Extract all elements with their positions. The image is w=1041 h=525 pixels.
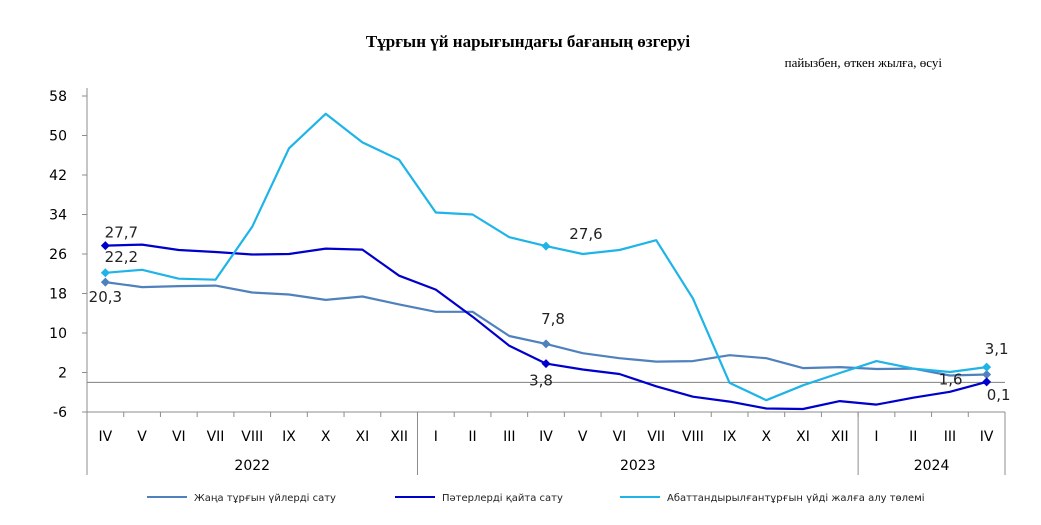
series-line	[105, 112, 987, 402]
series-marker	[541, 241, 551, 251]
x-tick-label: V	[578, 429, 588, 445]
x-tick-label: III	[503, 429, 515, 445]
x-tick-label: V	[137, 429, 147, 445]
x-tick-label: II	[909, 429, 917, 445]
legend-label: Абаттандырылғантұрғын үйді жалға алу төл…	[667, 492, 925, 504]
y-tick-label: 26	[49, 247, 67, 263]
data-label: 27,6	[569, 225, 602, 243]
year-label: 2022	[234, 458, 270, 474]
data-label: 0,1	[987, 386, 1011, 404]
series-marker	[982, 377, 992, 387]
data-label: 22,2	[105, 248, 138, 266]
series-lines	[100, 112, 992, 411]
x-tick-label: III	[944, 429, 956, 445]
data-label: 1,6	[939, 370, 963, 388]
legend: Жаңа тұрғын үйлерді сату Пәтерлерді қайта…	[147, 492, 925, 504]
chart-subtitle: пайызбен, өткен жылға, өсуі	[785, 55, 943, 70]
x-tick-label: VII	[207, 429, 225, 445]
series-marker	[100, 268, 110, 278]
legend-label: Жаңа тұрғын үйлерді сату	[194, 492, 336, 504]
x-tick-label: X	[321, 429, 331, 445]
y-tick-label: 34	[49, 208, 67, 224]
series-marker	[100, 277, 110, 287]
data-label: 27,7	[105, 224, 138, 242]
y-tick-label: 58	[49, 89, 67, 105]
data-label: 3,1	[985, 340, 1009, 358]
x-tick-label: XII	[831, 429, 849, 445]
x-tick-label: XI	[796, 429, 810, 445]
x-tick-label: IX	[282, 429, 296, 445]
y-tick-label: 42	[49, 168, 67, 184]
x-tick-label: XI	[356, 429, 370, 445]
x-tick-label: VI	[613, 429, 627, 445]
x-tick-label: X	[762, 429, 772, 445]
series-marker	[541, 359, 551, 369]
x-tick-label: VIII	[241, 429, 263, 445]
x-tick-label: IV	[539, 429, 553, 445]
x-tick-label: IV	[980, 429, 994, 445]
x-tick-label: I	[434, 429, 438, 445]
y-tick-label: 18	[49, 287, 67, 303]
data-labels: 20,3 7,8 1,6 27,7 3,8 0,1 22,2 27,6 3,1	[89, 224, 1011, 404]
chart-title: Тұрғын үй нарығындағы бағаның өзгеруі	[366, 32, 690, 51]
y-tick-label: 2	[58, 366, 67, 382]
data-label: 7,8	[541, 310, 565, 328]
x-tick-label: VII	[647, 429, 665, 445]
data-label: 3,8	[529, 372, 553, 390]
series-marker	[982, 369, 992, 379]
data-label: 20,3	[89, 288, 122, 306]
x-tick-label: VIII	[682, 429, 704, 445]
legend-label: Пәтерлерді қайта сату	[442, 492, 563, 504]
x-tick-label: IX	[723, 429, 737, 445]
y-tick-label: 50	[49, 129, 67, 145]
x-tick-label: IV	[99, 429, 113, 445]
x-tick-label: VI	[172, 429, 186, 445]
series-marker	[541, 339, 551, 349]
series-marker	[982, 362, 992, 372]
x-tick-label: I	[874, 429, 878, 445]
series-marker	[100, 241, 110, 251]
year-label: 2024	[914, 458, 950, 474]
x-tick-label: XII	[390, 429, 408, 445]
y-tick-label: -6	[53, 405, 67, 421]
year-label: 2023	[620, 458, 656, 474]
y-tick-label: 10	[49, 326, 67, 342]
x-tick-label: II	[468, 429, 476, 445]
